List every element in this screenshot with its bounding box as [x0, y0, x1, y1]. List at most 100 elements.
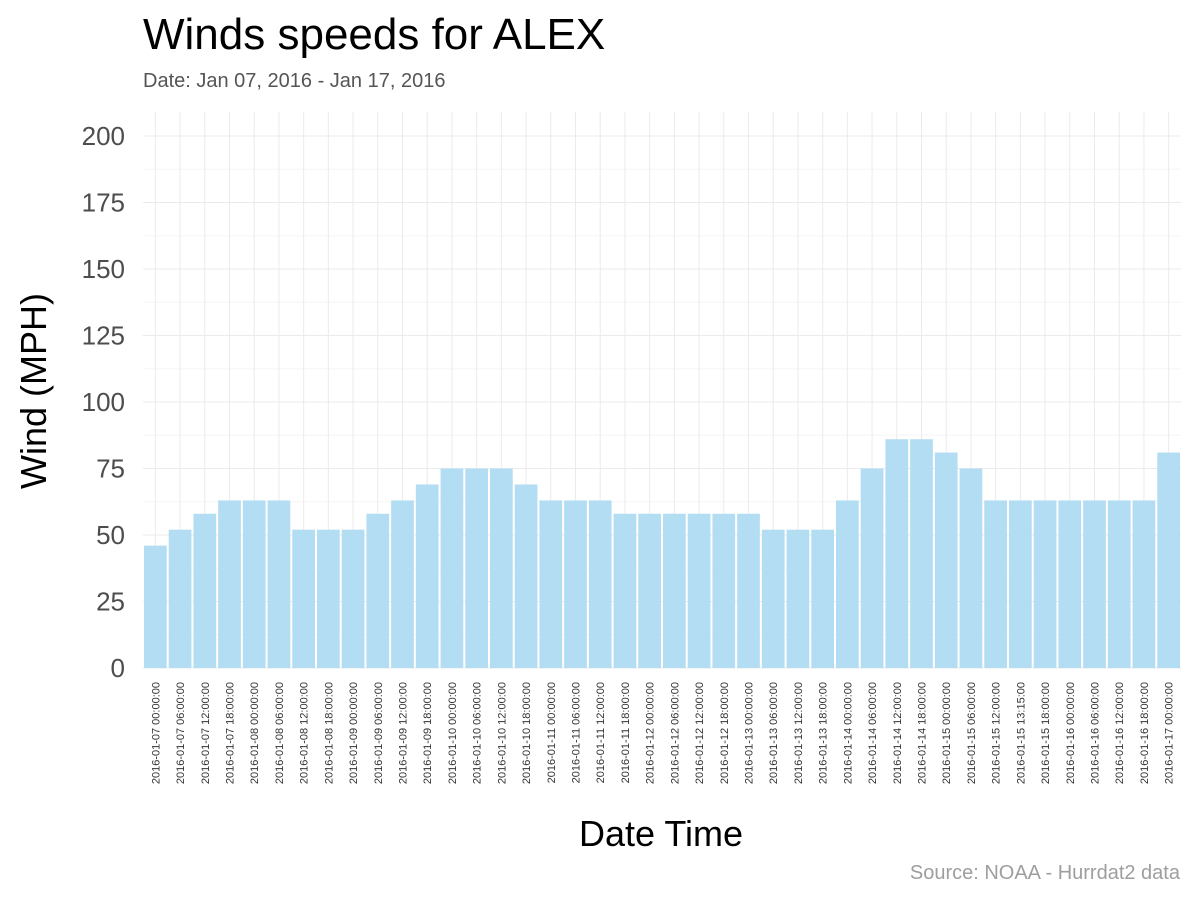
bar-2016-01-07 18:00:00 [218, 500, 241, 668]
bar-2016-01-10 06:00:00 [465, 468, 488, 668]
bar-2016-01-13 12:00:00 [786, 529, 810, 668]
x-tick-label: 2016-01-07 06:00:00 [175, 682, 187, 784]
x-tick-label: 2016-01-08 18:00:00 [323, 682, 335, 784]
bar-2016-01-12 18:00:00 [712, 513, 736, 668]
bar-2016-01-13 18:00:00 [811, 529, 834, 668]
x-tick-label: 2016-01-17 00:00:00 [1164, 682, 1176, 784]
x-tick-label: 2016-01-14 06:00:00 [867, 682, 879, 784]
x-tick-label: 2016-01-10 06:00:00 [472, 682, 484, 784]
bar-2016-01-09 12:00:00 [391, 500, 414, 668]
bar-2016-01-16 06:00:00 [1083, 500, 1106, 668]
x-tick-label: 2016-01-15 12:00:00 [991, 682, 1003, 784]
x-tick-label: 2016-01-15 06:00:00 [966, 682, 978, 784]
x-axis-ticks: 2016-01-07 00:00:00 2016-01-07 06:00:00 20… [150, 682, 1175, 784]
bar-2016-01-10 00:00:00 [440, 468, 464, 668]
bar-2016-01-15 00:00:00 [934, 452, 958, 668]
y-axis-label: Wind (MPH) [13, 293, 54, 489]
bar-2016-01-13 06:00:00 [761, 529, 785, 668]
bar-2016-01-09 06:00:00 [366, 513, 390, 668]
x-tick-label: 2016-01-07 18:00:00 [225, 682, 237, 784]
x-tick-label: 2016-01-09 06:00:00 [373, 682, 385, 784]
x-tick-label: 2016-01-12 06:00:00 [669, 682, 681, 784]
x-tick-label: 2016-01-15 00:00:00 [941, 682, 953, 784]
bar-2016-01-15 18:00:00 [1033, 500, 1057, 668]
chart-grid [143, 112, 1181, 669]
x-tick-label: 2016-01-14 00:00:00 [842, 682, 854, 784]
bar-2016-01-16 18:00:00 [1132, 500, 1156, 668]
bar-2016-01-11 12:00:00 [588, 500, 612, 668]
bar-2016-01-09 18:00:00 [415, 484, 439, 668]
x-tick-label: 2016-01-14 12:00:00 [892, 682, 904, 784]
y-tick-label: 125 [82, 321, 125, 351]
x-tick-label: 2016-01-08 12:00:00 [299, 682, 311, 784]
bar-2016-01-14 18:00:00 [910, 439, 933, 668]
bar-2016-01-12 00:00:00 [638, 513, 661, 668]
bar-2016-01-14 00:00:00 [836, 500, 859, 668]
x-tick-label: 2016-01-16 00:00:00 [1065, 682, 1077, 784]
x-tick-label: 2016-01-13 06:00:00 [768, 682, 780, 784]
bar-2016-01-07 00:00:00 [144, 545, 167, 668]
x-tick-label: 2016-01-11 12:00:00 [595, 682, 607, 783]
x-tick-label: 2016-01-11 18:00:00 [620, 682, 632, 783]
x-tick-label: 2016-01-08 06:00:00 [274, 682, 286, 784]
bar-2016-01-13 00:00:00 [737, 513, 760, 668]
x-tick-label: 2016-01-14 18:00:00 [917, 682, 929, 784]
x-tick-label: 2016-01-15 13:15:00 [1015, 682, 1027, 784]
bar-2016-01-16 00:00:00 [1058, 500, 1082, 668]
x-tick-label: 2016-01-15 18:00:00 [1040, 682, 1052, 784]
chart-subtitle: Date: Jan 07, 2016 - Jan 17, 2016 [143, 70, 446, 92]
x-tick-label: 2016-01-16 12:00:00 [1114, 682, 1126, 784]
x-tick-label: 2016-01-13 18:00:00 [818, 682, 830, 784]
x-tick-label: 2016-01-07 12:00:00 [200, 682, 212, 784]
bar-2016-01-11 18:00:00 [613, 513, 637, 668]
x-tick-label: 2016-01-10 18:00:00 [521, 682, 533, 784]
bar-2016-01-10 18:00:00 [514, 484, 538, 668]
bar-2016-01-11 06:00:00 [564, 500, 587, 668]
bar-2016-01-07 12:00:00 [193, 513, 217, 668]
bar-2016-01-15 12:00:00 [984, 500, 1007, 668]
x-tick-label: 2016-01-16 18:00:00 [1139, 682, 1151, 784]
bar-2016-01-12 12:00:00 [687, 513, 711, 668]
bar-2016-01-15 06:00:00 [959, 468, 983, 668]
bar-2016-01-08 12:00:00 [292, 529, 315, 668]
x-tick-label: 2016-01-12 18:00:00 [719, 682, 731, 784]
x-tick-label: 2016-01-16 06:00:00 [1090, 682, 1102, 784]
y-axis-ticks: 0 25 50 75 100 125 150 175 200 [82, 121, 125, 683]
bar-2016-01-17 00:00:00 [1157, 452, 1180, 668]
bar-2016-01-08 00:00:00 [242, 500, 266, 668]
x-tick-label: 2016-01-09 12:00:00 [398, 682, 410, 784]
y-tick-label: 25 [96, 587, 125, 617]
y-tick-label: 175 [82, 188, 125, 218]
y-tick-label: 0 [111, 653, 125, 683]
y-tick-label: 150 [82, 254, 125, 284]
bar-2016-01-10 12:00:00 [490, 468, 513, 668]
x-tick-label: 2016-01-09 18:00:00 [422, 682, 434, 784]
x-tick-label: 2016-01-11 06:00:00 [571, 682, 583, 783]
y-tick-label: 100 [82, 387, 125, 417]
x-tick-label: 2016-01-12 12:00:00 [694, 682, 706, 784]
bar-2016-01-09 00:00:00 [341, 529, 365, 668]
x-tick-label: 2016-01-13 12:00:00 [793, 682, 805, 784]
y-tick-label: 75 [96, 454, 125, 484]
bar-2016-01-15 13:15:00 [1009, 500, 1032, 668]
x-tick-label: 2016-01-09 00:00:00 [348, 682, 360, 784]
x-tick-label: 2016-01-10 12:00:00 [496, 682, 508, 784]
bar-2016-01-16 12:00:00 [1107, 500, 1131, 668]
source-caption: Source: NOAA - Hurrdat2 data [909, 862, 1180, 884]
x-tick-label: 2016-01-11 00:00:00 [546, 682, 558, 783]
bar-2016-01-14 06:00:00 [860, 468, 884, 668]
bar-2016-01-11 00:00:00 [539, 500, 563, 668]
x-axis-label: Date Time [579, 813, 743, 854]
y-tick-label: 50 [96, 520, 125, 550]
x-tick-label: 2016-01-13 00:00:00 [744, 682, 756, 784]
bar-2016-01-08 06:00:00 [267, 500, 291, 668]
chart-title: Winds speeds for ALEX [143, 10, 606, 59]
x-tick-label: 2016-01-10 00:00:00 [447, 682, 459, 784]
x-tick-label: 2016-01-12 00:00:00 [645, 682, 657, 784]
bar-2016-01-08 18:00:00 [317, 529, 340, 668]
x-tick-label: 2016-01-08 00:00:00 [249, 682, 261, 784]
y-tick-label: 200 [82, 121, 125, 151]
bar-2016-01-14 12:00:00 [885, 439, 909, 668]
bar-2016-01-12 06:00:00 [663, 513, 686, 668]
